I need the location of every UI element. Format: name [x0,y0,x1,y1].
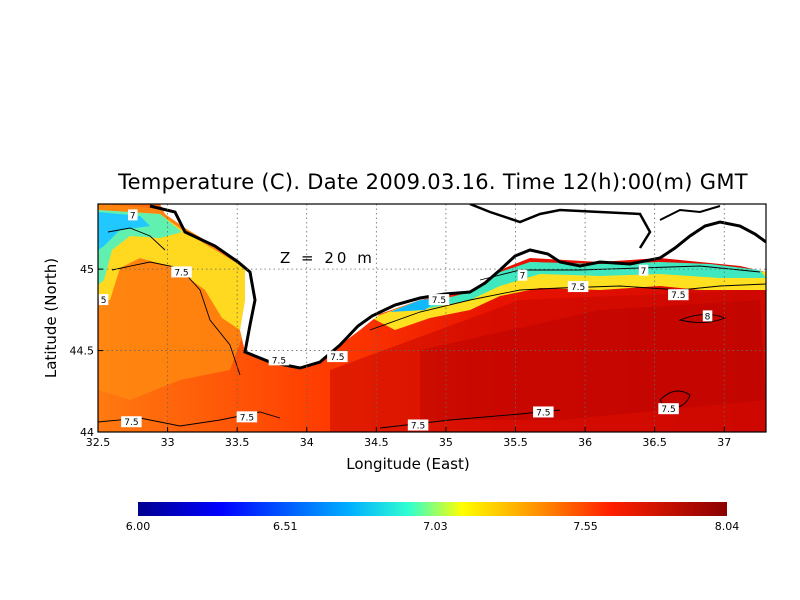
contour-7-east [479,265,761,281]
blue-coastal-water-east [390,298,440,312]
contour-label: 7.5 [533,406,554,418]
y-axis-label: Latitude (North) [42,258,60,378]
contour-7-west [107,227,166,251]
contour-label-bg [236,411,258,423]
contour-label: 7.5 [658,403,679,415]
y-tick-label: 44.5 [70,345,95,358]
colorbar-tick-label: 6.00 [126,520,151,533]
contour-label-bg [638,264,649,276]
contour-label: 7.5 [327,351,348,363]
contour-label-bg [128,209,138,221]
colorbar-tick-label: 8.04 [715,520,740,533]
contour-label: 7.5 [407,419,429,431]
contour-label: 7 [128,209,138,221]
y-tick-label: 44 [80,426,94,439]
x-tick-label: 36 [578,436,592,449]
contour-label-bg [407,419,429,431]
x-tick-label: 37 [717,436,731,449]
x-tick-label: 35 [439,436,453,449]
depth-label: Z = 20 m [280,249,375,267]
x-tick-label: 33.5 [225,436,250,449]
contour-label-text: 7.5 [240,413,254,423]
contour-label: 7.5 [171,266,192,278]
coastline [149,204,766,370]
contour-label-text: 7.5 [536,408,550,418]
colorbar-ticks: 6.00 6.51 7.03 7.55 8.04 [126,520,740,533]
contour-label-text: 7.5 [432,296,446,306]
contour-label-bg [268,354,290,366]
colorbar-tick-label: 6.51 [273,520,298,533]
contour-7-5-west [111,261,241,376]
colorbar-tick-label: 7.03 [423,520,448,533]
contour-label-text: 7 [520,272,526,282]
contour-label-text: 7 [130,211,136,221]
warmest-core [420,300,766,420]
y-tick-label: 45 [80,263,94,276]
map-title: Temperature (C). Date 2009.03.16. Time 1… [118,170,748,194]
contour-label-bg [533,406,554,418]
contour-label-text: 7.5 [174,268,188,278]
contour-label-text: 7.5 [671,291,685,301]
coastline-islet [659,205,721,221]
contour-label-text: 7.5 [571,283,585,293]
contour-label: 7.5 [236,411,258,423]
contour-label-bg [327,351,348,363]
x-tick-label: 36.5 [642,436,667,449]
x-tick-label: 34.5 [364,436,389,449]
land-mass [160,204,766,368]
blue-coastal-water-west [98,212,150,250]
contour-7-5-east [369,283,766,331]
contour-label-text: 7.5 [124,418,138,428]
contour-label-text: 7.5 [330,353,344,363]
contour-label: 7.5 [428,294,450,306]
y-axis-ticks: 44 44.5 45 [70,263,103,439]
contour-label-bg [658,403,679,415]
contour-label-bg [171,266,192,278]
contour-label: 8 [702,310,713,322]
x-tick-label: 34 [300,436,314,449]
contour-label-text: 5 [101,296,107,306]
grid-lines [98,204,766,432]
contour-label: 7.5 [121,416,142,428]
contour-label: 7.5 [268,354,290,366]
colorbar-tick-label: 7.55 [573,520,598,533]
contour-label-bg [517,269,528,281]
contour-label-text: 8 [705,312,711,322]
contour-label: 7 [517,269,528,282]
x-axis-ticks: 32.5 33 33.5 34 34.5 35 35.5 36 36.5 37 [86,427,731,449]
contour-label: 7.5 [668,289,689,301]
plot-frame [97,203,767,433]
colorbar [138,502,727,516]
contour-label-bg [121,416,142,428]
contour-label-bg [702,310,713,322]
contour-label-bg [668,289,689,301]
contour-label-bg [428,294,450,306]
x-tick-label: 33 [161,436,175,449]
warm-band [330,290,766,432]
contour-label-text: 7.5 [272,356,286,366]
contour-label-text: 7.5 [661,405,675,415]
contour-label: 7 [638,264,649,277]
plot-area [98,204,766,432]
x-tick-label: 32.5 [86,436,111,449]
contour-label-text: 7.5 [411,421,425,431]
contour-8 [678,314,727,323]
yellow-coastal-water-west [98,210,245,330]
contour-label: 7.5 [567,281,589,293]
x-tick-label: 35.5 [503,436,528,449]
coastline-north [469,204,652,249]
contour-label-bg [567,281,589,293]
contour-label-bg [98,294,109,306]
x-axis-label: Longitude (East) [346,455,469,473]
cyan-coastal-water-east [400,262,766,310]
contour-label: 5 [98,294,109,306]
yellow-coastal-water-east [372,262,766,330]
contour-label-text: 7 [641,267,647,277]
contour-labels: 7 7.5 5 7.5 7.5 7.5 7 7.5 7 7.5 8 7.5 7.5 7.5 7.5 7.5 [98,209,713,431]
